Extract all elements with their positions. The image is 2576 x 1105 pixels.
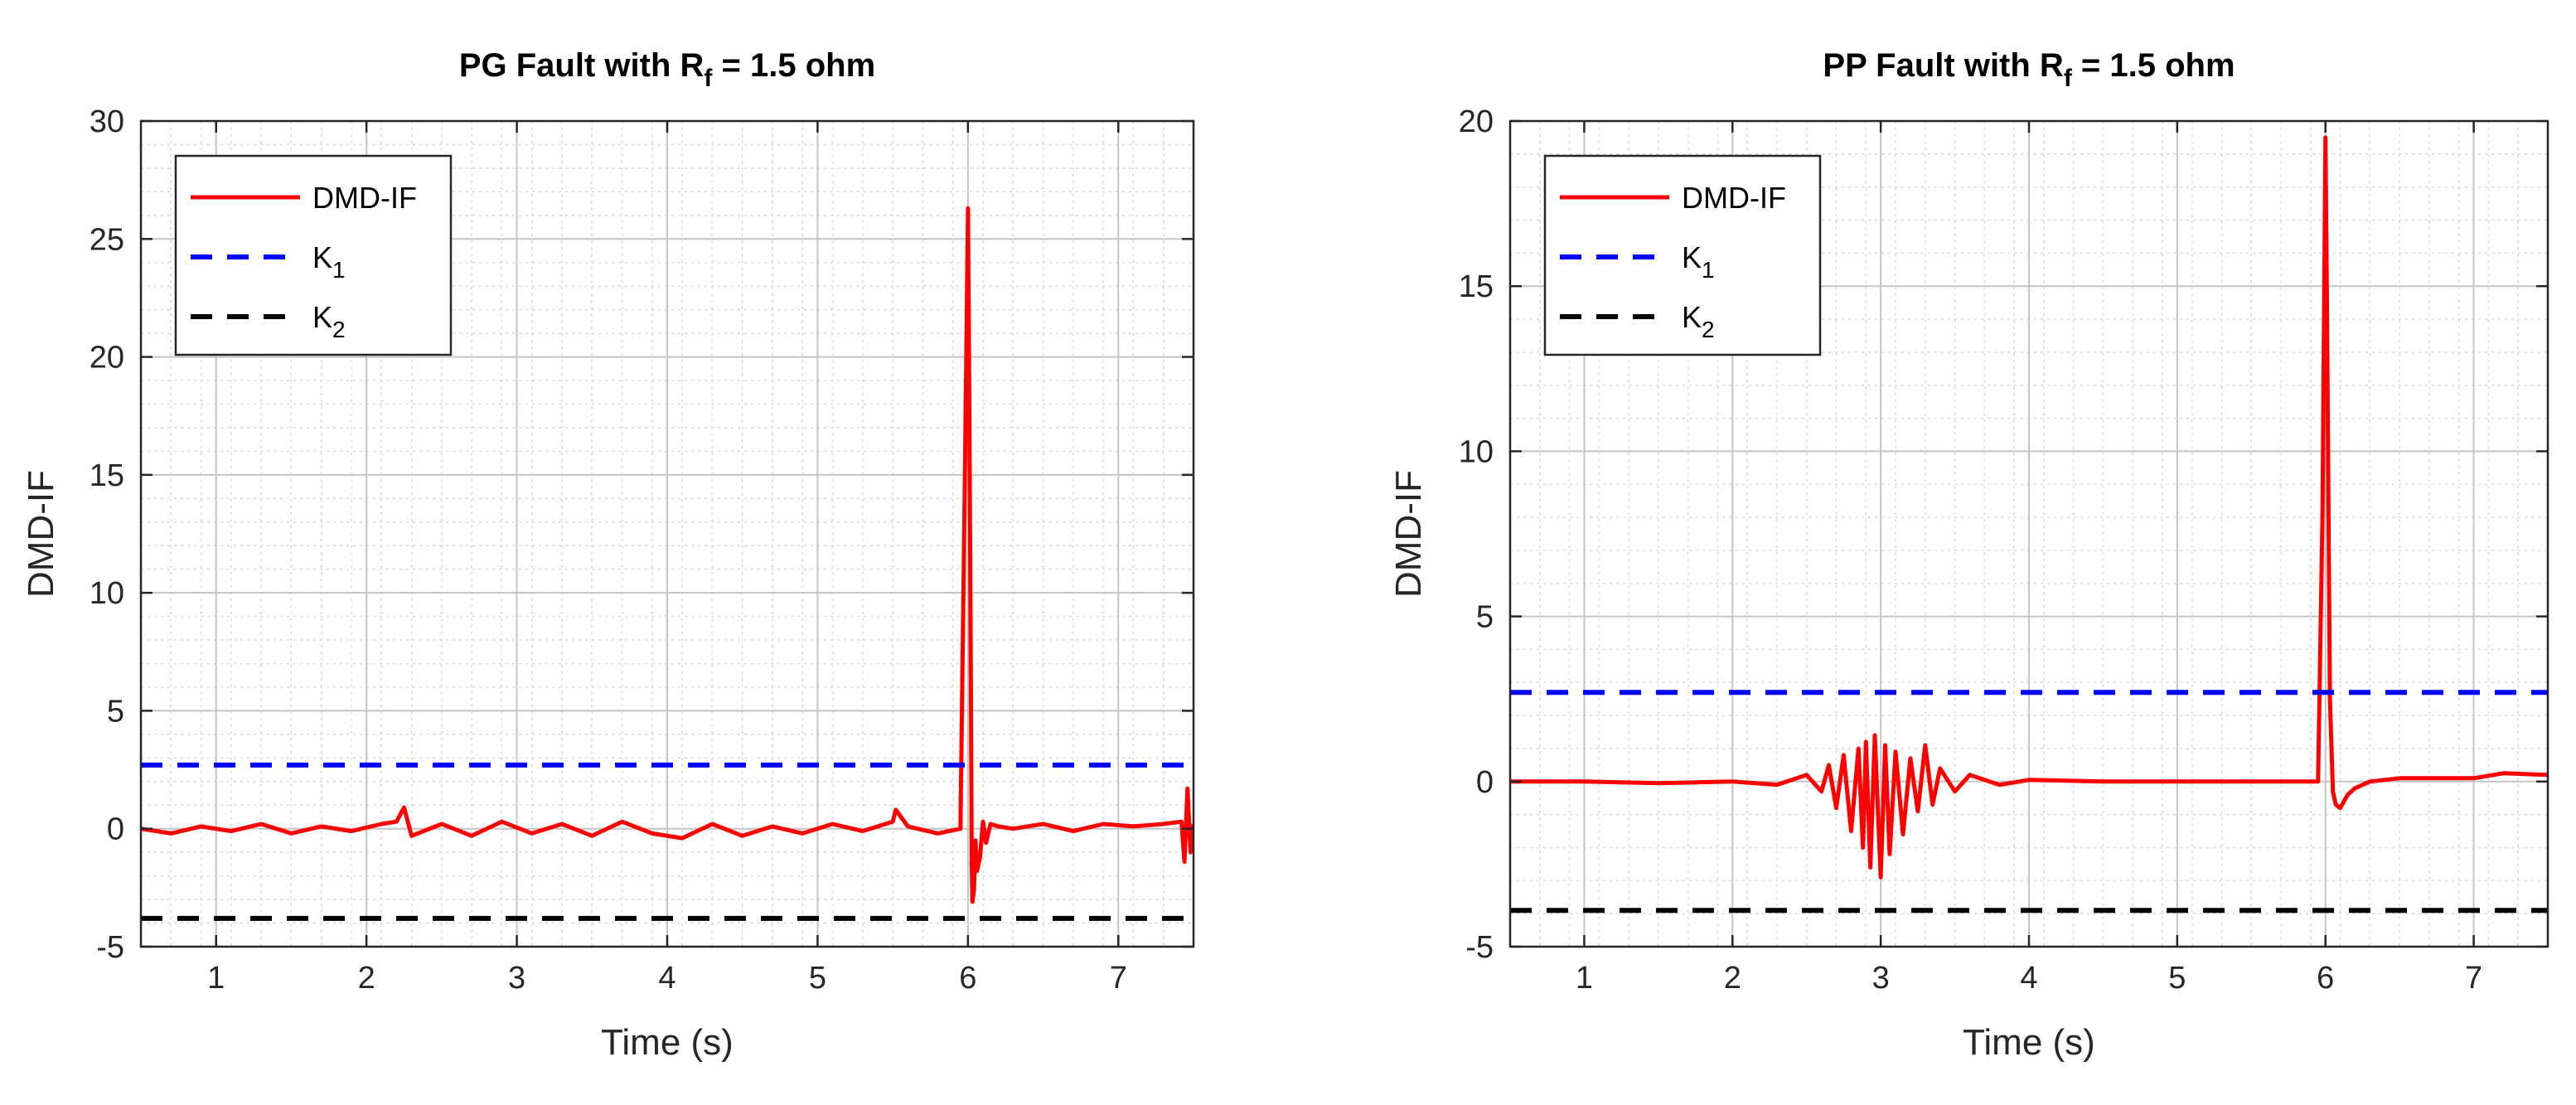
y-tick-label: 15 bbox=[90, 458, 124, 493]
y-tick-label: 0 bbox=[107, 812, 124, 847]
tick-group: 1 2 3 4 5 6 7 -5 0 5 10 15 20 bbox=[1459, 104, 2548, 996]
x-tick-label: 2 bbox=[1724, 961, 1741, 996]
legend-label: DMD-IF bbox=[312, 181, 417, 215]
x-tick-label: 2 bbox=[358, 961, 375, 996]
x-tick-label: 6 bbox=[2317, 961, 2334, 996]
legend: DMD-IF K1 K2 bbox=[174, 154, 453, 356]
x-tick-label: 1 bbox=[1576, 961, 1593, 996]
y-tick-label: 10 bbox=[1459, 434, 1494, 469]
x-tick-label: 3 bbox=[508, 961, 525, 996]
x-tick-label: 4 bbox=[658, 961, 675, 996]
legend-label: K2 bbox=[1682, 300, 1715, 342]
legend-label: DMD-IF bbox=[1682, 181, 1786, 215]
y-tick-label: 0 bbox=[1476, 765, 1494, 800]
legend-label: K2 bbox=[312, 300, 346, 342]
x-tick-label: 6 bbox=[959, 961, 976, 996]
x-axis-label: Time (s) bbox=[601, 1022, 734, 1063]
chart-pg-fault: 1 2 3 4 5 6 7 -5 0 5 10 15 20 25 30 Time (s) DMD-IF PG Fa… bbox=[21, 47, 1195, 1063]
legend-box bbox=[174, 154, 453, 356]
y-tick-label: 20 bbox=[90, 341, 124, 376]
y-axis-label: DMD-IF bbox=[21, 470, 61, 598]
y-tick-label: 5 bbox=[1476, 600, 1494, 635]
x-tick-label: 7 bbox=[1110, 961, 1127, 996]
y-tick-label: 10 bbox=[90, 576, 124, 611]
y-tick-label: -5 bbox=[1465, 930, 1494, 965]
x-tick-label: 5 bbox=[2168, 961, 2186, 996]
x-tick-label: 3 bbox=[1872, 961, 1890, 996]
series-dmd-if-line bbox=[141, 206, 1194, 904]
x-tick-label: 7 bbox=[2465, 961, 2482, 996]
x-tick-label: 4 bbox=[2020, 961, 2037, 996]
x-tick-label: 5 bbox=[809, 961, 826, 996]
y-axis-label: DMD-IF bbox=[1388, 470, 1429, 598]
y-tick-label: 20 bbox=[1459, 104, 1494, 139]
series-dmd-if-line bbox=[1510, 135, 2548, 880]
y-tick-label: -5 bbox=[96, 930, 124, 965]
legend: DMD-IF K1 K2 bbox=[1543, 154, 1822, 356]
legend-label: K1 bbox=[1682, 240, 1715, 283]
chart-title: PP Fault with Rf = 1.5 ohm bbox=[1823, 47, 2235, 92]
y-tick-label: 25 bbox=[90, 222, 124, 257]
chart-pp-fault: 1 2 3 4 5 6 7 -5 0 5 10 15 20 Time (s) DMD-IF PP Fault … bbox=[1388, 47, 2549, 1063]
series-group bbox=[141, 206, 1194, 921]
x-tick-label: 1 bbox=[207, 961, 225, 996]
chart-title: PG Fault with Rf = 1.5 ohm bbox=[459, 47, 875, 92]
x-axis-label: Time (s) bbox=[1963, 1022, 2095, 1063]
legend-box bbox=[1543, 154, 1822, 356]
legend-label: K1 bbox=[312, 240, 346, 283]
y-tick-label: 30 bbox=[90, 104, 124, 139]
y-tick-label: 5 bbox=[107, 694, 124, 729]
series-group bbox=[1510, 135, 2548, 914]
y-tick-label: 15 bbox=[1459, 269, 1494, 304]
tick-group: 1 2 3 4 5 6 7 -5 0 5 10 15 20 25 30 bbox=[90, 104, 1194, 996]
